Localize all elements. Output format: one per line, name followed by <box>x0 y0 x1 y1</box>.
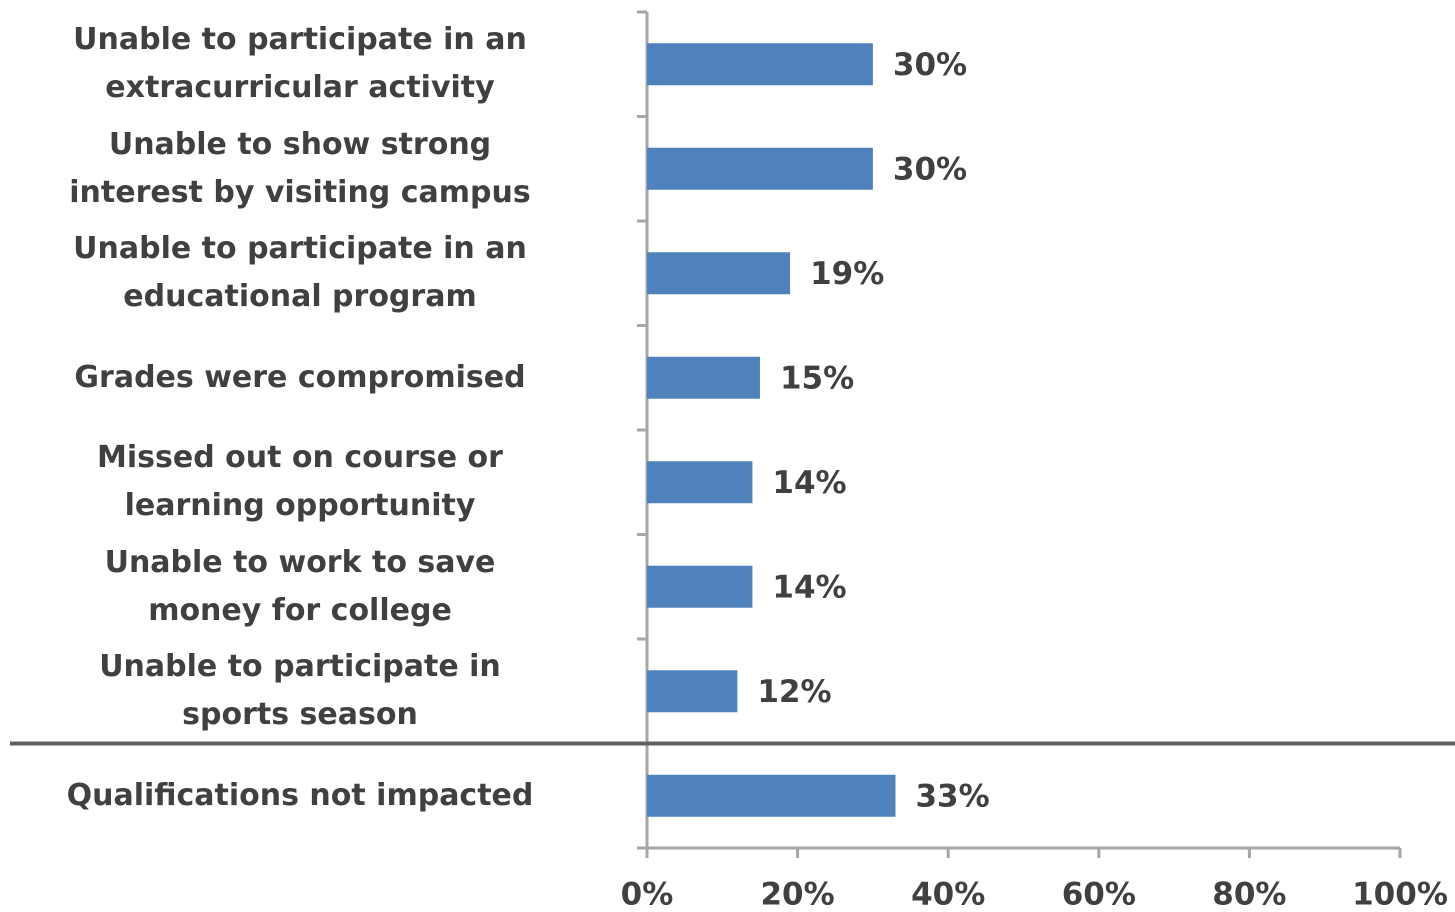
category-label: Qualifications not impacted <box>66 777 534 813</box>
bar <box>647 774 896 817</box>
bar <box>647 147 873 190</box>
value-label: 19% <box>810 256 884 292</box>
x-tick-label: 40% <box>911 877 985 912</box>
bar <box>647 565 753 608</box>
bar <box>647 670 738 713</box>
value-label: 12% <box>757 674 831 710</box>
category-label: Unable to participate in sports season <box>99 649 501 733</box>
x-tick-label: 80% <box>1212 877 1286 912</box>
x-tick-label: 60% <box>1062 877 1136 912</box>
category-label: Grades were compromised <box>74 359 526 395</box>
bar <box>647 461 753 504</box>
bar <box>647 43 873 86</box>
category-label: Missed out on course or learning opportu… <box>97 440 503 524</box>
x-tick-label: 0% <box>621 877 674 912</box>
value-label: 15% <box>780 360 854 396</box>
value-label: 30% <box>893 47 967 83</box>
x-tick-label: 100% <box>1352 877 1448 912</box>
category-label: Unable to participate in an educational … <box>73 231 527 315</box>
category-label: Unable to work to save money for college <box>104 544 496 628</box>
bar <box>647 252 791 295</box>
value-label: 14% <box>772 569 846 605</box>
value-label: 30% <box>893 151 967 187</box>
category-label: Unable to show strong interest by visiti… <box>69 126 531 210</box>
value-label: 14% <box>772 465 846 501</box>
category-label: Unable to participate in an extracurricu… <box>73 22 527 106</box>
bar <box>647 356 760 399</box>
x-tick-label: 20% <box>760 877 834 912</box>
value-label: 33% <box>915 778 989 814</box>
